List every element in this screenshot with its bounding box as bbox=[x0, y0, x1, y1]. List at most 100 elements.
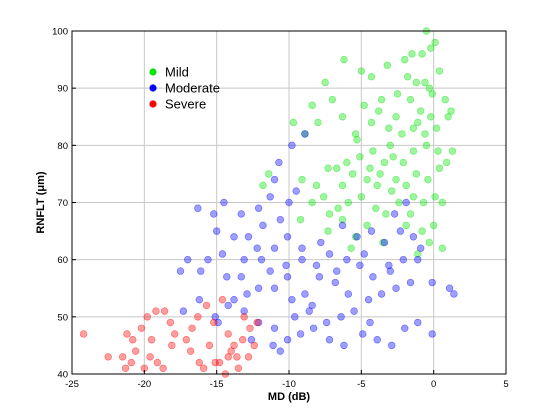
mild-point bbox=[429, 221, 438, 230]
mild-point bbox=[432, 124, 441, 132]
moderate-point bbox=[353, 233, 361, 241]
moderate-point bbox=[344, 290, 353, 298]
moderate-point bbox=[283, 336, 292, 344]
y-tick-label: 50 bbox=[57, 312, 68, 323]
mild-point bbox=[424, 175, 432, 184]
moderate-point bbox=[331, 278, 339, 287]
moderate-point bbox=[214, 318, 222, 327]
mild-point bbox=[366, 164, 374, 172]
mild-point bbox=[259, 181, 267, 190]
severe-point bbox=[166, 318, 175, 327]
moderate-point bbox=[276, 215, 285, 224]
severe-point bbox=[205, 341, 214, 350]
mild-point bbox=[289, 118, 298, 127]
mild-point bbox=[422, 141, 431, 150]
mild-point bbox=[431, 193, 439, 201]
x-tick-label: 5 bbox=[503, 379, 508, 390]
mild-point bbox=[385, 124, 393, 132]
moderate-point bbox=[266, 267, 274, 275]
moderate-point bbox=[288, 141, 296, 150]
severe-point bbox=[218, 295, 227, 304]
legend-label-severe: Severe bbox=[165, 97, 206, 112]
mild-point bbox=[377, 95, 386, 104]
mild-point bbox=[298, 175, 306, 184]
moderate-point bbox=[240, 307, 248, 315]
moderate-point bbox=[333, 267, 341, 275]
mild-point bbox=[360, 101, 368, 110]
moderate-point bbox=[282, 261, 290, 270]
moderate-point bbox=[315, 273, 324, 281]
mild-point bbox=[398, 130, 406, 138]
moderate-point bbox=[399, 255, 407, 264]
y-tick-label: 100 bbox=[52, 27, 68, 38]
mild-point bbox=[369, 147, 377, 155]
moderate-point bbox=[194, 204, 202, 212]
mild-point bbox=[401, 55, 409, 64]
y-tick-label: 90 bbox=[57, 84, 68, 95]
severe-point bbox=[210, 318, 218, 327]
mild-point bbox=[447, 107, 455, 115]
moderate-point bbox=[240, 255, 248, 264]
moderate-point bbox=[291, 313, 299, 321]
severe-point bbox=[104, 353, 112, 361]
mild-point bbox=[441, 95, 449, 104]
moderate-point bbox=[377, 290, 386, 298]
severe-point bbox=[118, 353, 127, 361]
mild-point bbox=[392, 113, 400, 121]
mild-point bbox=[328, 95, 337, 104]
mild-point bbox=[427, 113, 435, 121]
mild-point bbox=[338, 215, 347, 224]
moderate-point bbox=[392, 284, 400, 292]
severe-point bbox=[129, 336, 137, 344]
severe-point bbox=[79, 330, 88, 338]
mild-point bbox=[402, 181, 410, 190]
moderate-point bbox=[402, 198, 410, 207]
mild-point bbox=[325, 210, 334, 218]
mild-point bbox=[408, 50, 416, 58]
mild-point bbox=[414, 250, 422, 258]
moderate-point bbox=[184, 255, 192, 264]
moderate-point bbox=[237, 210, 245, 218]
severe-point bbox=[211, 358, 219, 367]
legend-label-mild: Mild bbox=[165, 65, 189, 80]
moderate-point bbox=[388, 341, 396, 350]
mild-point bbox=[347, 244, 355, 252]
moderate-point bbox=[285, 198, 293, 207]
mild-point bbox=[448, 147, 457, 155]
legend-marker-mild bbox=[149, 68, 157, 76]
mild-point bbox=[409, 147, 418, 155]
severe-point bbox=[127, 358, 136, 367]
moderate-point bbox=[367, 227, 376, 235]
moderate-point bbox=[317, 238, 325, 247]
moderate-point bbox=[254, 284, 263, 292]
y-axis-title: RNFLT (μm) bbox=[35, 171, 47, 233]
mild-point bbox=[412, 78, 421, 87]
severe-point bbox=[195, 358, 204, 367]
severe-point bbox=[202, 301, 211, 310]
moderate-point bbox=[308, 301, 316, 310]
mild-point bbox=[418, 227, 426, 235]
moderate-point bbox=[224, 301, 232, 310]
mild-point bbox=[427, 44, 435, 52]
moderate-point bbox=[218, 250, 227, 258]
series-mild bbox=[259, 27, 457, 258]
moderate-point bbox=[211, 313, 219, 321]
mild-point bbox=[333, 164, 341, 172]
severe-point bbox=[224, 353, 232, 361]
mild-point bbox=[438, 244, 447, 252]
moderate-point bbox=[409, 233, 418, 241]
moderate-point bbox=[373, 336, 381, 344]
mild-point bbox=[403, 73, 412, 81]
moderate-point bbox=[195, 295, 204, 304]
x-axis-title: MD (dB) bbox=[268, 391, 310, 403]
legend-label-moderate: Moderate bbox=[165, 81, 220, 96]
moderate-point bbox=[340, 341, 348, 350]
x-tick-label: -5 bbox=[357, 379, 365, 390]
severe-point bbox=[227, 347, 235, 355]
moderate-point bbox=[270, 244, 279, 252]
mild-point bbox=[324, 227, 332, 235]
severe-point bbox=[253, 318, 261, 327]
x-tick-label: -10 bbox=[282, 379, 296, 390]
severe-point bbox=[168, 341, 176, 350]
